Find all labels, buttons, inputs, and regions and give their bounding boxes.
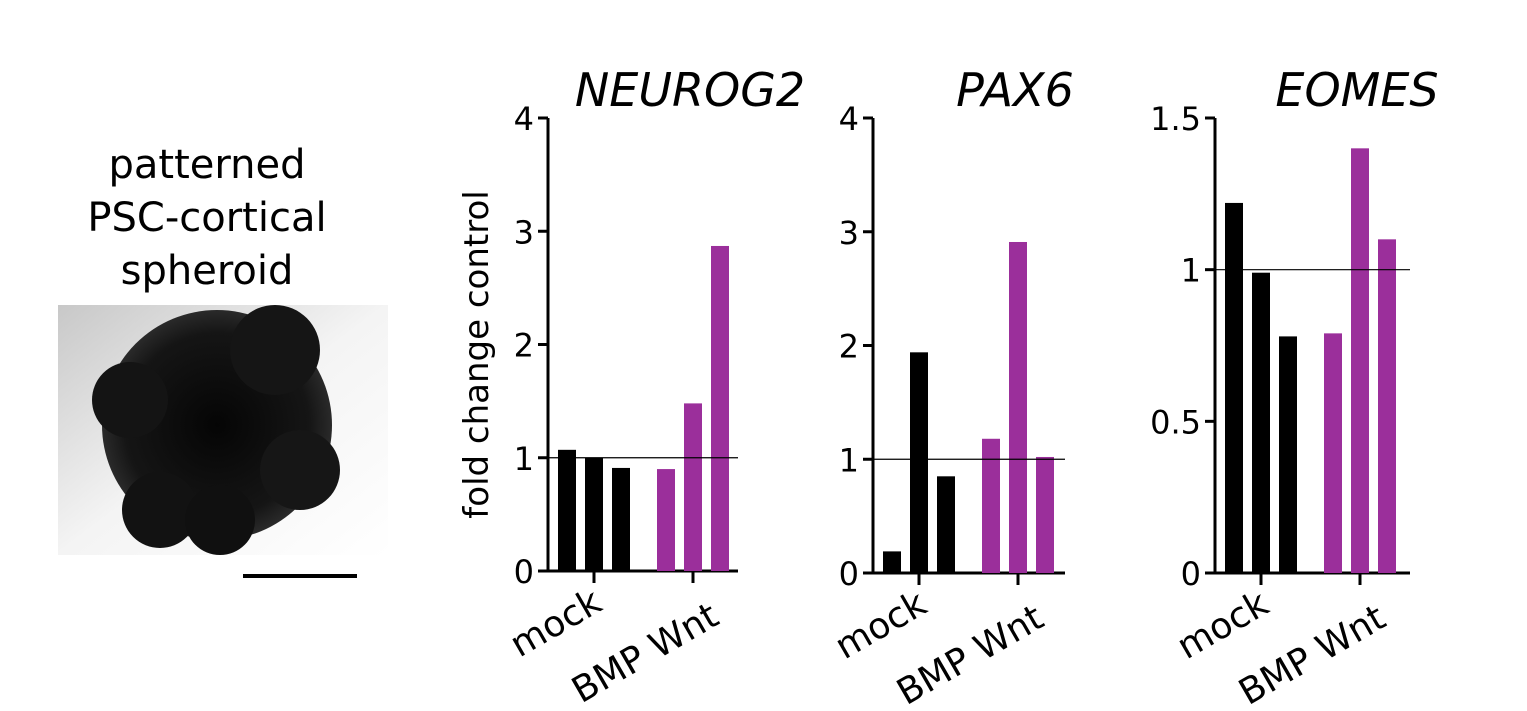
bar: [1225, 202, 1243, 573]
bar: [1036, 456, 1054, 573]
y-tick-label: 3: [514, 213, 534, 251]
bar: [684, 403, 702, 571]
chart-title: EOMES: [1275, 63, 1438, 117]
y-tick-label: 1.5: [1150, 100, 1201, 138]
y-tick-label: 1: [839, 441, 859, 479]
x-tick-label: mock: [828, 583, 933, 667]
y-tick-label: 1: [1181, 252, 1201, 290]
bar: [1279, 336, 1297, 573]
y-tick-label: 0.5: [1150, 403, 1201, 441]
y-tick-label: 1: [514, 440, 534, 478]
y-tick-label: 2: [839, 328, 859, 366]
chart-title: NEUROG2: [575, 63, 805, 117]
chart-title: PAX6: [956, 63, 1074, 117]
image-label: spheroid: [121, 248, 294, 294]
x-tick-label: mock: [1170, 583, 1275, 667]
bar: [612, 467, 630, 571]
y-tick-label: 0: [839, 555, 859, 593]
bar: [711, 245, 729, 571]
y-tick-label: 0: [1181, 555, 1201, 593]
y-tick-label: 4: [839, 100, 859, 138]
spheroid-image: [58, 305, 388, 578]
image-label: patterned: [109, 142, 306, 188]
bar: [937, 476, 955, 573]
y-tick-label: 2: [514, 327, 534, 365]
y-tick-label: 4: [514, 100, 534, 138]
bar: [1378, 239, 1396, 574]
bar: [1324, 333, 1342, 573]
bar: [883, 551, 901, 573]
bar: [585, 457, 603, 571]
y-axis-label: fold change control: [457, 190, 497, 518]
bar: [910, 352, 928, 573]
bar: [1252, 272, 1270, 573]
bar: [1351, 148, 1369, 574]
image-label: PSC-cortical: [87, 195, 326, 241]
x-tick-label: mock: [503, 581, 608, 665]
y-tick-label: 0: [514, 553, 534, 591]
bar: [657, 469, 675, 571]
bar: [1009, 241, 1027, 574]
y-tick-label: 3: [839, 214, 859, 252]
bar: [558, 449, 576, 571]
bar: [982, 438, 1000, 573]
